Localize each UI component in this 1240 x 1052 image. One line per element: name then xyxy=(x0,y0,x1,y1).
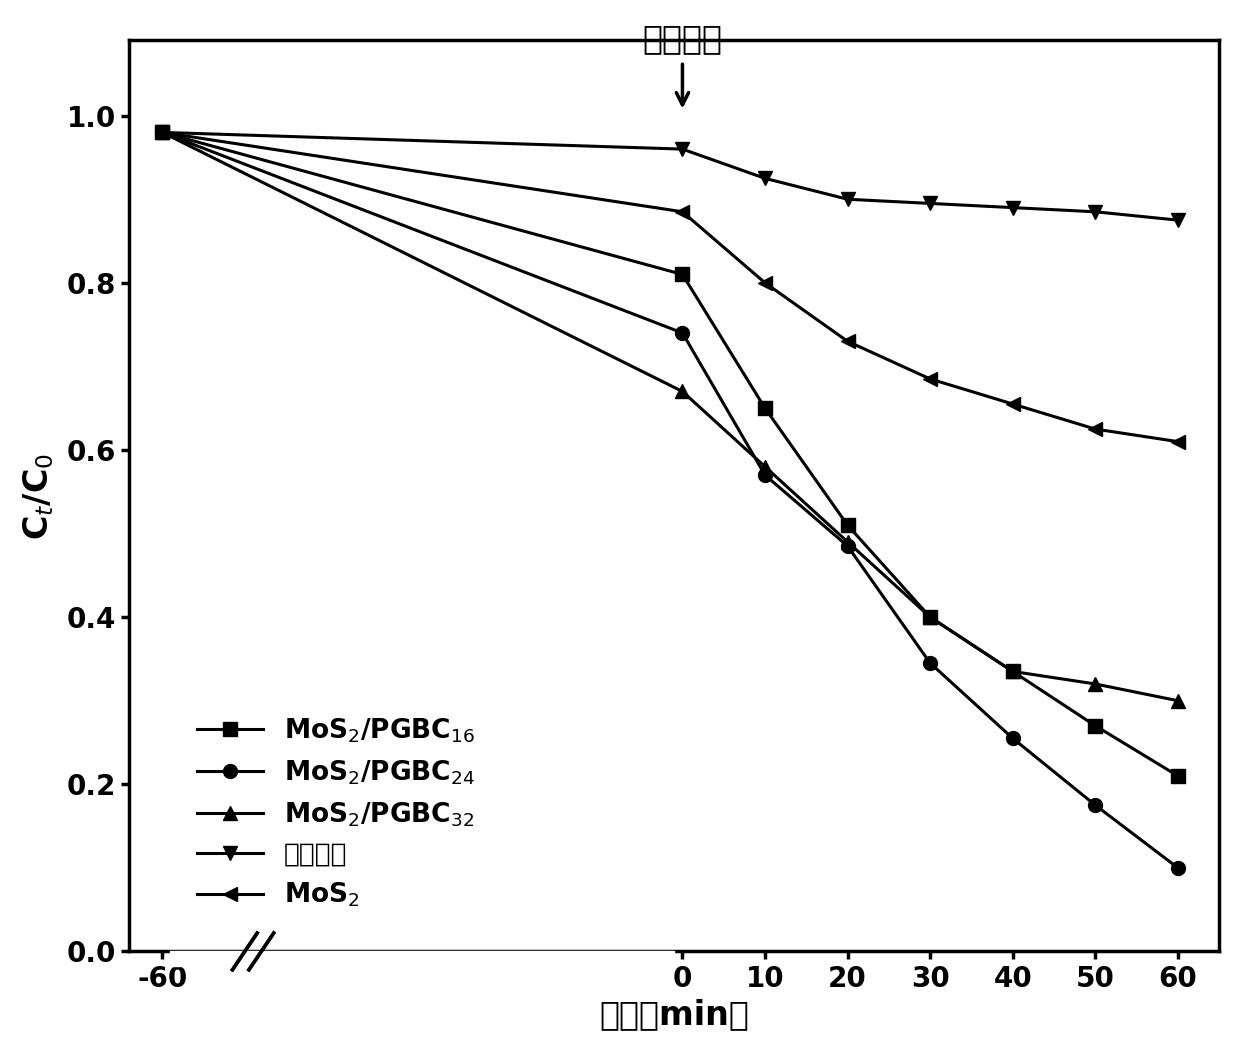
Y-axis label: C$_t$/C$_0$: C$_t$/C$_0$ xyxy=(21,452,56,540)
Bar xyxy=(170,951,675,967)
X-axis label: 时间（min）: 时间（min） xyxy=(599,998,749,1031)
Legend: MoS$_2$/PGBC$_{16}$, MoS$_2$/PGBC$_{24}$, MoS$_2$/PGBC$_{32}$, 空白实验, MoS$_2$: MoS$_2$/PGBC$_{16}$, MoS$_2$/PGBC$_{24}$… xyxy=(186,706,485,920)
Text: 开始光照: 开始光照 xyxy=(642,22,723,56)
